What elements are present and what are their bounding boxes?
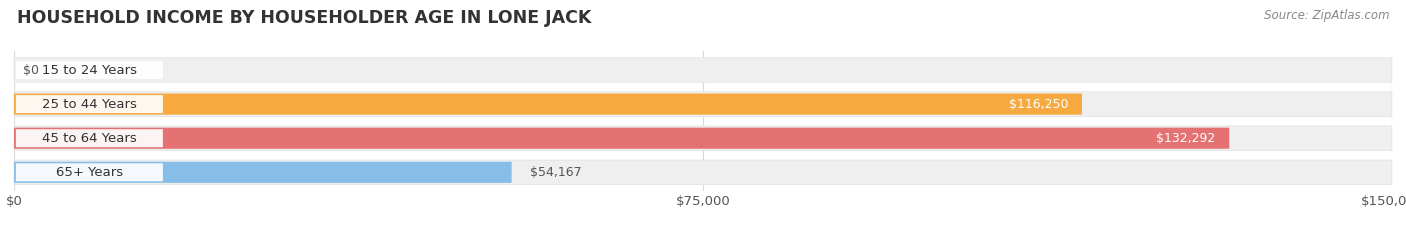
- Text: 15 to 24 Years: 15 to 24 Years: [42, 64, 136, 76]
- Text: Source: ZipAtlas.com: Source: ZipAtlas.com: [1264, 9, 1389, 22]
- FancyBboxPatch shape: [14, 58, 1392, 82]
- FancyBboxPatch shape: [14, 162, 512, 183]
- Text: 45 to 64 Years: 45 to 64 Years: [42, 132, 136, 145]
- FancyBboxPatch shape: [14, 160, 1392, 185]
- FancyBboxPatch shape: [14, 92, 1392, 116]
- Text: 65+ Years: 65+ Years: [56, 166, 122, 179]
- Text: $54,167: $54,167: [530, 166, 582, 179]
- Text: $0: $0: [24, 64, 39, 76]
- Text: $116,250: $116,250: [1008, 98, 1069, 111]
- FancyBboxPatch shape: [15, 129, 163, 147]
- FancyBboxPatch shape: [14, 93, 1083, 115]
- FancyBboxPatch shape: [14, 126, 1392, 151]
- FancyBboxPatch shape: [15, 95, 163, 113]
- FancyBboxPatch shape: [14, 128, 1229, 149]
- FancyBboxPatch shape: [15, 163, 163, 181]
- Text: $132,292: $132,292: [1156, 132, 1216, 145]
- FancyBboxPatch shape: [15, 61, 163, 79]
- Text: HOUSEHOLD INCOME BY HOUSEHOLDER AGE IN LONE JACK: HOUSEHOLD INCOME BY HOUSEHOLDER AGE IN L…: [17, 9, 592, 27]
- Text: 25 to 44 Years: 25 to 44 Years: [42, 98, 136, 111]
